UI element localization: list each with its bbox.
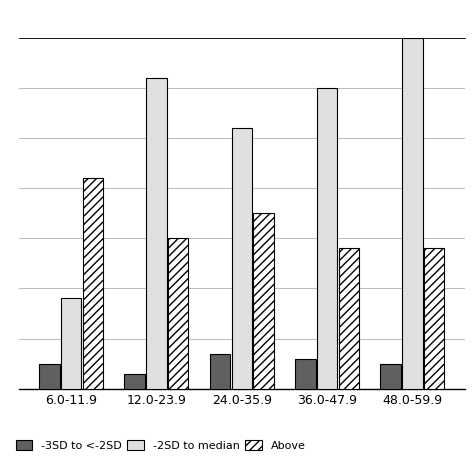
Bar	[424, 248, 444, 389]
Bar	[231, 128, 252, 389]
Bar	[380, 364, 401, 389]
Bar	[39, 364, 60, 389]
Legend: -3SD to <-2SD, -2SD to median, Above: -3SD to <-2SD, -2SD to median, Above	[16, 440, 306, 451]
Bar	[317, 88, 337, 389]
Bar	[402, 38, 422, 389]
Bar	[82, 178, 103, 389]
Bar	[125, 374, 145, 389]
Bar	[295, 359, 316, 389]
Bar	[210, 354, 230, 389]
Bar	[61, 299, 82, 389]
Bar	[146, 78, 167, 389]
Bar	[338, 248, 359, 389]
Bar	[253, 213, 273, 389]
Bar	[168, 238, 189, 389]
